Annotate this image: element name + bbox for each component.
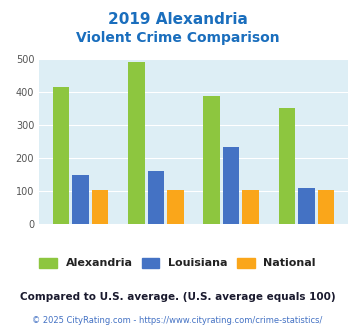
Text: 2019 Alexandria: 2019 Alexandria [108,12,247,26]
Bar [92,190,108,224]
Legend: Alexandria, Louisiana, National: Alexandria, Louisiana, National [39,258,316,268]
Bar [279,108,295,224]
Bar [167,190,184,224]
Bar [53,87,69,224]
Bar [72,175,89,224]
Bar [223,147,239,224]
Bar [298,188,315,224]
Bar [242,190,259,224]
Text: Violent Crime Comparison: Violent Crime Comparison [76,31,279,45]
Bar [203,96,220,224]
Bar [128,62,144,224]
Bar [148,171,164,224]
Text: Compared to U.S. average. (U.S. average equals 100): Compared to U.S. average. (U.S. average … [20,292,335,302]
Bar [318,190,334,224]
Text: © 2025 CityRating.com - https://www.cityrating.com/crime-statistics/: © 2025 CityRating.com - https://www.city… [32,316,323,325]
